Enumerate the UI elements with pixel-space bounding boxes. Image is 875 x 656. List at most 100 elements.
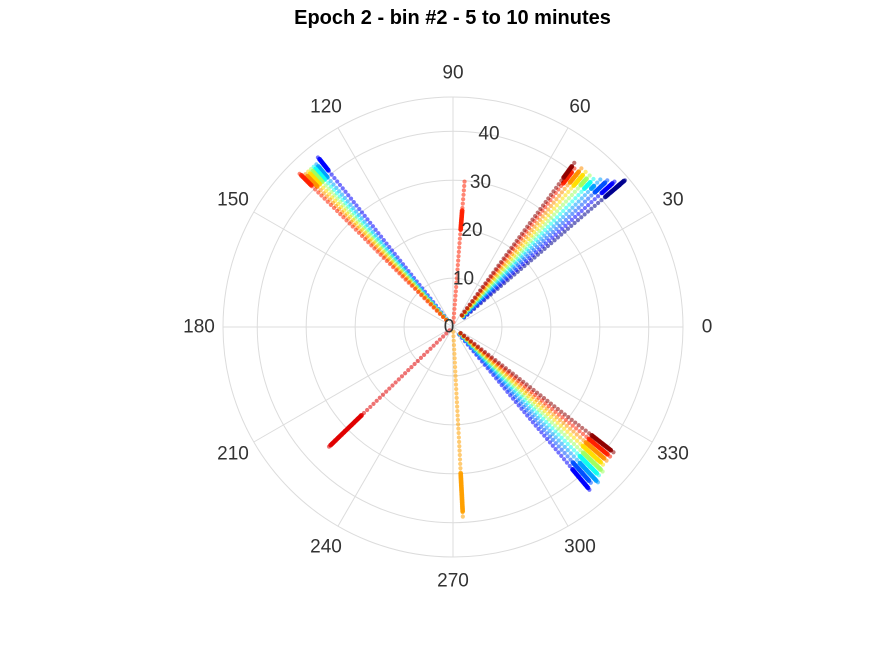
data-point [567, 202, 572, 207]
data-point [547, 423, 552, 428]
data-point [458, 461, 463, 466]
data-point [576, 423, 581, 428]
data-point [472, 295, 477, 300]
data-point [542, 433, 547, 438]
series-6 [460, 169, 588, 318]
series-18 [326, 328, 452, 449]
chart-title: Epoch 2 - bin #2 - 5 to 10 minutes [294, 7, 611, 29]
data-point [511, 242, 517, 247]
angle-tick-label: 240 [310, 536, 342, 557]
data-point [575, 438, 580, 443]
data-point [548, 401, 553, 406]
data-point [498, 259, 504, 265]
data-point [565, 226, 571, 231]
data-point [563, 223, 568, 228]
data-point [531, 387, 536, 393]
data-point [567, 420, 572, 425]
data-point [359, 233, 365, 239]
data-point [551, 218, 557, 223]
data-point [534, 390, 540, 395]
data-point [372, 246, 377, 251]
data-point [451, 338, 456, 343]
data-point [596, 200, 601, 206]
data-point [458, 466, 463, 471]
data-point [548, 221, 554, 226]
data-point [559, 190, 565, 195]
data-point [609, 181, 615, 186]
data-point [559, 429, 564, 434]
data-point [338, 212, 343, 217]
data-point [573, 208, 578, 213]
data-point [552, 404, 557, 409]
data-point [562, 426, 567, 431]
data-point [500, 363, 505, 368]
angle-tick-label: 300 [564, 536, 596, 557]
data-point [453, 289, 458, 294]
data-point [560, 220, 565, 226]
data-point [560, 415, 565, 420]
data-point [592, 203, 597, 208]
data-point [549, 420, 555, 425]
data-point [456, 426, 461, 431]
data-point [440, 314, 446, 320]
data-point [551, 200, 556, 205]
data-point [561, 214, 566, 220]
data-point [575, 451, 580, 456]
data-point [569, 223, 574, 228]
data-point [415, 358, 420, 364]
data-point [428, 302, 433, 307]
angle-gridline [452, 326, 653, 443]
angle-gridline [452, 211, 653, 328]
data-point [465, 336, 470, 341]
data-point [551, 206, 557, 211]
data-point [369, 243, 374, 248]
data-point [455, 413, 460, 418]
data-point [589, 206, 594, 211]
data-point [517, 235, 522, 240]
data-point [381, 255, 386, 260]
angle-gridline [337, 326, 454, 527]
data-point [587, 179, 593, 185]
data-point [555, 406, 560, 412]
series-16 [297, 171, 449, 323]
data-point [574, 426, 579, 431]
data-point [559, 447, 564, 452]
data-point [356, 230, 362, 235]
data-point [559, 441, 564, 446]
data-point [546, 207, 551, 212]
data-point [454, 284, 459, 290]
data-point [563, 199, 569, 204]
data-point [564, 205, 569, 210]
data-point [558, 417, 563, 423]
data-point [576, 211, 581, 217]
data-point [559, 409, 564, 414]
data-point [564, 460, 570, 465]
data-point [461, 192, 466, 197]
data-point [549, 215, 554, 220]
data-point [563, 193, 568, 198]
data-point [548, 227, 553, 232]
data-point [493, 358, 498, 363]
data-point [455, 417, 460, 422]
data-point [605, 451, 610, 457]
data-point [578, 435, 583, 440]
radius-tick-label: 10 [453, 268, 474, 289]
data-point [586, 202, 591, 208]
data-point [566, 415, 571, 420]
data-point [425, 299, 430, 304]
data-point [550, 426, 555, 431]
data-point [583, 428, 588, 433]
data-point [506, 249, 511, 254]
data-point [557, 205, 563, 211]
data-point [335, 208, 340, 214]
data-point [390, 383, 395, 388]
data-point [585, 189, 591, 195]
data-point [582, 199, 588, 204]
data-point [375, 249, 380, 254]
data-point [579, 166, 584, 171]
data-point [569, 164, 575, 169]
data-point [453, 373, 458, 378]
data-point [453, 382, 459, 387]
data-point [329, 172, 334, 177]
data-point [434, 340, 439, 345]
